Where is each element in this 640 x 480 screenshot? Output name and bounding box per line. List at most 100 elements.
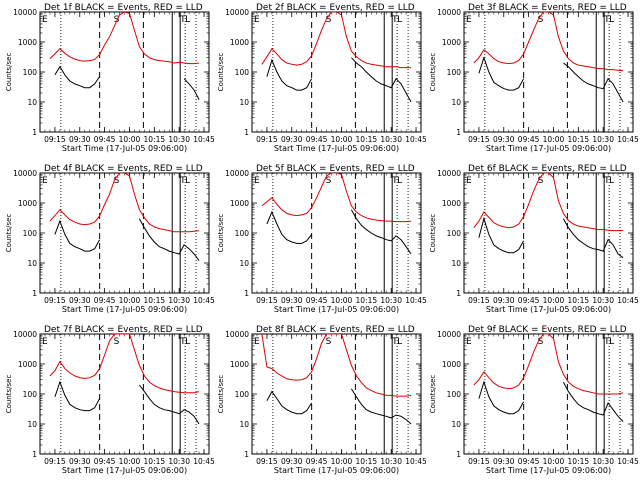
attenuator-mark-S: S xyxy=(326,15,332,25)
y-tick-label: 10 xyxy=(239,420,249,429)
y-tick-label: 10 xyxy=(27,98,37,107)
y-axis-label: Counts/sec xyxy=(217,375,225,414)
x-axis-label: Start Time (17-Jul-05 09:06:00) xyxy=(62,466,187,475)
y-tick-label: 100 xyxy=(447,68,462,77)
panel-det-9: Det 9f BLACK = Events, RED = LLD 1 10 100 10… xyxy=(429,325,639,475)
lld-series-line xyxy=(473,334,624,395)
panel-title: Det 4f BLACK = Events, RED = LLD xyxy=(44,164,203,174)
attenuator-mark-T: T xyxy=(391,176,398,186)
x-tick-label: 10:30 xyxy=(168,296,190,305)
panel-det-3: Det 3f BLACK = Events, RED = LLD 1 10 100 10… xyxy=(429,3,639,153)
x-tick-label: 10:00 xyxy=(543,296,565,305)
x-tick-label: 10:15 xyxy=(356,457,378,466)
attenuator-mark-L: L xyxy=(185,337,190,347)
x-tick-label: 09:30 xyxy=(493,135,515,144)
events-series-line xyxy=(54,380,200,425)
attenuator-mark-L: L xyxy=(609,176,614,186)
x-tick-label: 10:15 xyxy=(568,296,590,305)
x-tick-label: 10:30 xyxy=(380,135,402,144)
panel-title: Det 6f BLACK = Events, RED = LLD xyxy=(468,164,627,174)
x-tick-label: 10:45 xyxy=(617,135,639,144)
y-tick-label: 1000 xyxy=(230,199,249,208)
x-tick-label: 09:30 xyxy=(281,457,303,466)
lld-series-line xyxy=(261,173,412,223)
plot-frame xyxy=(251,172,422,294)
x-tick-label: 10:45 xyxy=(405,135,427,144)
x-tick-label: 10:00 xyxy=(543,457,565,466)
attenuator-mark-E: E xyxy=(42,337,48,347)
x-tick-label: 10:00 xyxy=(331,296,353,305)
x-tick-label: 09:30 xyxy=(69,296,91,305)
events-series-line xyxy=(478,56,624,103)
x-tick-label: 10:45 xyxy=(617,296,639,305)
y-tick-label: 1 xyxy=(244,289,249,298)
x-tick-label: 10:15 xyxy=(144,457,166,466)
y-axis-label: Counts/sec xyxy=(5,214,13,253)
x-tick-label: 10:30 xyxy=(592,296,614,305)
x-tick-label: 09:15 xyxy=(44,457,66,466)
y-tick-label: 100 xyxy=(447,229,462,238)
attenuator-mark-L: L xyxy=(185,176,190,186)
x-tick-label: 10:45 xyxy=(405,296,427,305)
attenuator-mark-L: L xyxy=(185,15,190,25)
lld-series-line xyxy=(49,12,200,65)
x-axis-label: Start Time (17-Jul-05 09:06:00) xyxy=(486,305,611,314)
y-tick-label: 1000 xyxy=(442,199,461,208)
x-axis-label: Start Time (17-Jul-05 09:06:00) xyxy=(274,305,399,314)
y-tick-label: 10000 xyxy=(13,330,37,339)
y-tick-label: 10 xyxy=(451,259,461,268)
y-tick-label: 10000 xyxy=(225,330,249,339)
attenuator-mark-T: T xyxy=(391,15,398,25)
x-tick-label: 10:00 xyxy=(119,135,141,144)
attenuator-mark-S: S xyxy=(326,337,332,347)
attenuator-mark-S: S xyxy=(538,337,544,347)
y-axis-label: Counts/sec xyxy=(5,375,13,414)
x-tick-label: 09:15 xyxy=(468,296,490,305)
attenuator-mark-L: L xyxy=(609,15,614,25)
attenuator-mark-T: T xyxy=(603,337,610,347)
x-tick-label: 09:30 xyxy=(281,135,303,144)
y-tick-label: 100 xyxy=(235,68,250,77)
attenuator-mark-L: L xyxy=(609,337,614,347)
panel-title: Det 3f BLACK = Events, RED = LLD xyxy=(468,3,627,13)
attenuator-mark-E: E xyxy=(254,337,260,347)
x-tick-label: 10:45 xyxy=(193,296,215,305)
x-tick-label: 10:00 xyxy=(119,457,141,466)
y-tick-label: 100 xyxy=(23,390,38,399)
lld-series-line xyxy=(261,334,412,397)
x-tick-label: 10:15 xyxy=(356,296,378,305)
x-tick-label: 10:15 xyxy=(568,135,590,144)
x-tick-label: 10:15 xyxy=(144,296,166,305)
x-tick-label: 10:30 xyxy=(592,135,614,144)
attenuator-mark-E: E xyxy=(42,176,48,186)
x-tick-label: 09:45 xyxy=(94,135,116,144)
plot-frame xyxy=(39,172,210,294)
events-series-line xyxy=(54,65,200,100)
panel-det-2: Det 2f BLACK = Events, RED = LLD 1 10 100 10… xyxy=(217,3,427,153)
panel-det-1: Det 1f BLACK = Events, RED = LLD 1 10 100 10… xyxy=(5,3,215,153)
plot-frame xyxy=(39,11,210,133)
x-tick-label: 09:15 xyxy=(44,296,66,305)
plot-frame xyxy=(39,333,210,455)
y-tick-label: 1 xyxy=(244,128,249,137)
y-axis-label: Counts/sec xyxy=(217,214,225,253)
x-tick-label: 09:15 xyxy=(256,457,278,466)
x-axis-label: Start Time (17-Jul-05 09:06:00) xyxy=(274,466,399,475)
y-tick-label: 1 xyxy=(456,289,461,298)
x-tick-label: 09:45 xyxy=(94,457,116,466)
x-tick-label: 10:45 xyxy=(193,135,215,144)
attenuator-mark-T: T xyxy=(179,15,186,25)
panel-det-6: Det 6f BLACK = Events, RED = LLD 1 10 100 10… xyxy=(429,164,639,314)
x-tick-label: 10:30 xyxy=(168,457,190,466)
attenuator-mark-T: T xyxy=(179,176,186,186)
y-tick-label: 10000 xyxy=(13,8,37,17)
attenuator-mark-E: E xyxy=(466,15,472,25)
plot-frame xyxy=(463,172,634,294)
x-axis-label: Start Time (17-Jul-05 09:06:00) xyxy=(62,305,187,314)
attenuator-mark-T: T xyxy=(391,337,398,347)
lld-series-line xyxy=(261,12,412,69)
events-series-line xyxy=(54,218,200,261)
x-tick-label: 10:30 xyxy=(380,296,402,305)
y-axis-label: Counts/sec xyxy=(429,53,437,92)
y-tick-label: 10 xyxy=(451,420,461,429)
